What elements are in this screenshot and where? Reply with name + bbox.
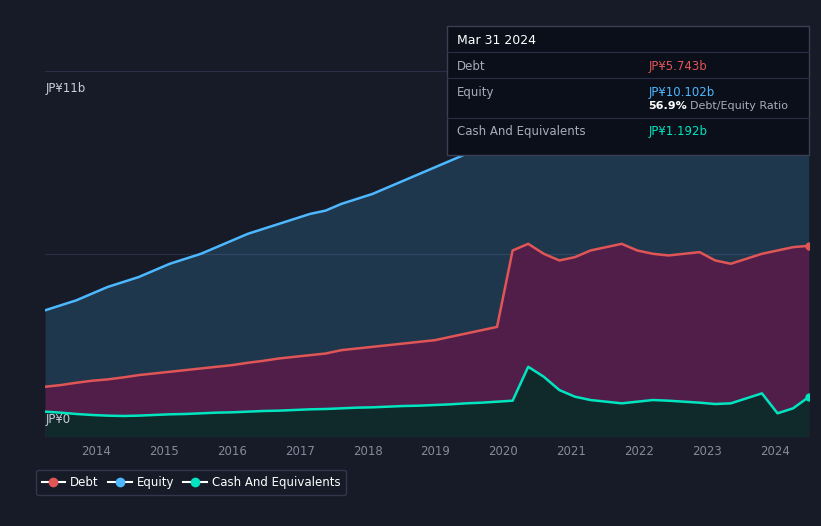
Text: Mar 31 2024: Mar 31 2024 [457, 34, 536, 47]
Text: JP¥11b: JP¥11b [45, 82, 85, 95]
Text: JP¥5.743b: JP¥5.743b [649, 60, 708, 73]
Text: Debt: Debt [457, 60, 486, 73]
Text: JP¥10.102b: JP¥10.102b [649, 86, 715, 98]
Text: JP¥1.192b: JP¥1.192b [649, 126, 708, 138]
Text: 56.9%: 56.9% [649, 101, 687, 111]
Text: Cash And Equivalents: Cash And Equivalents [457, 126, 586, 138]
Text: JP¥0: JP¥0 [45, 412, 71, 426]
Text: Debt/Equity Ratio: Debt/Equity Ratio [690, 101, 787, 111]
Legend: Debt, Equity, Cash And Equivalents: Debt, Equity, Cash And Equivalents [36, 470, 346, 494]
Text: Equity: Equity [457, 86, 495, 98]
